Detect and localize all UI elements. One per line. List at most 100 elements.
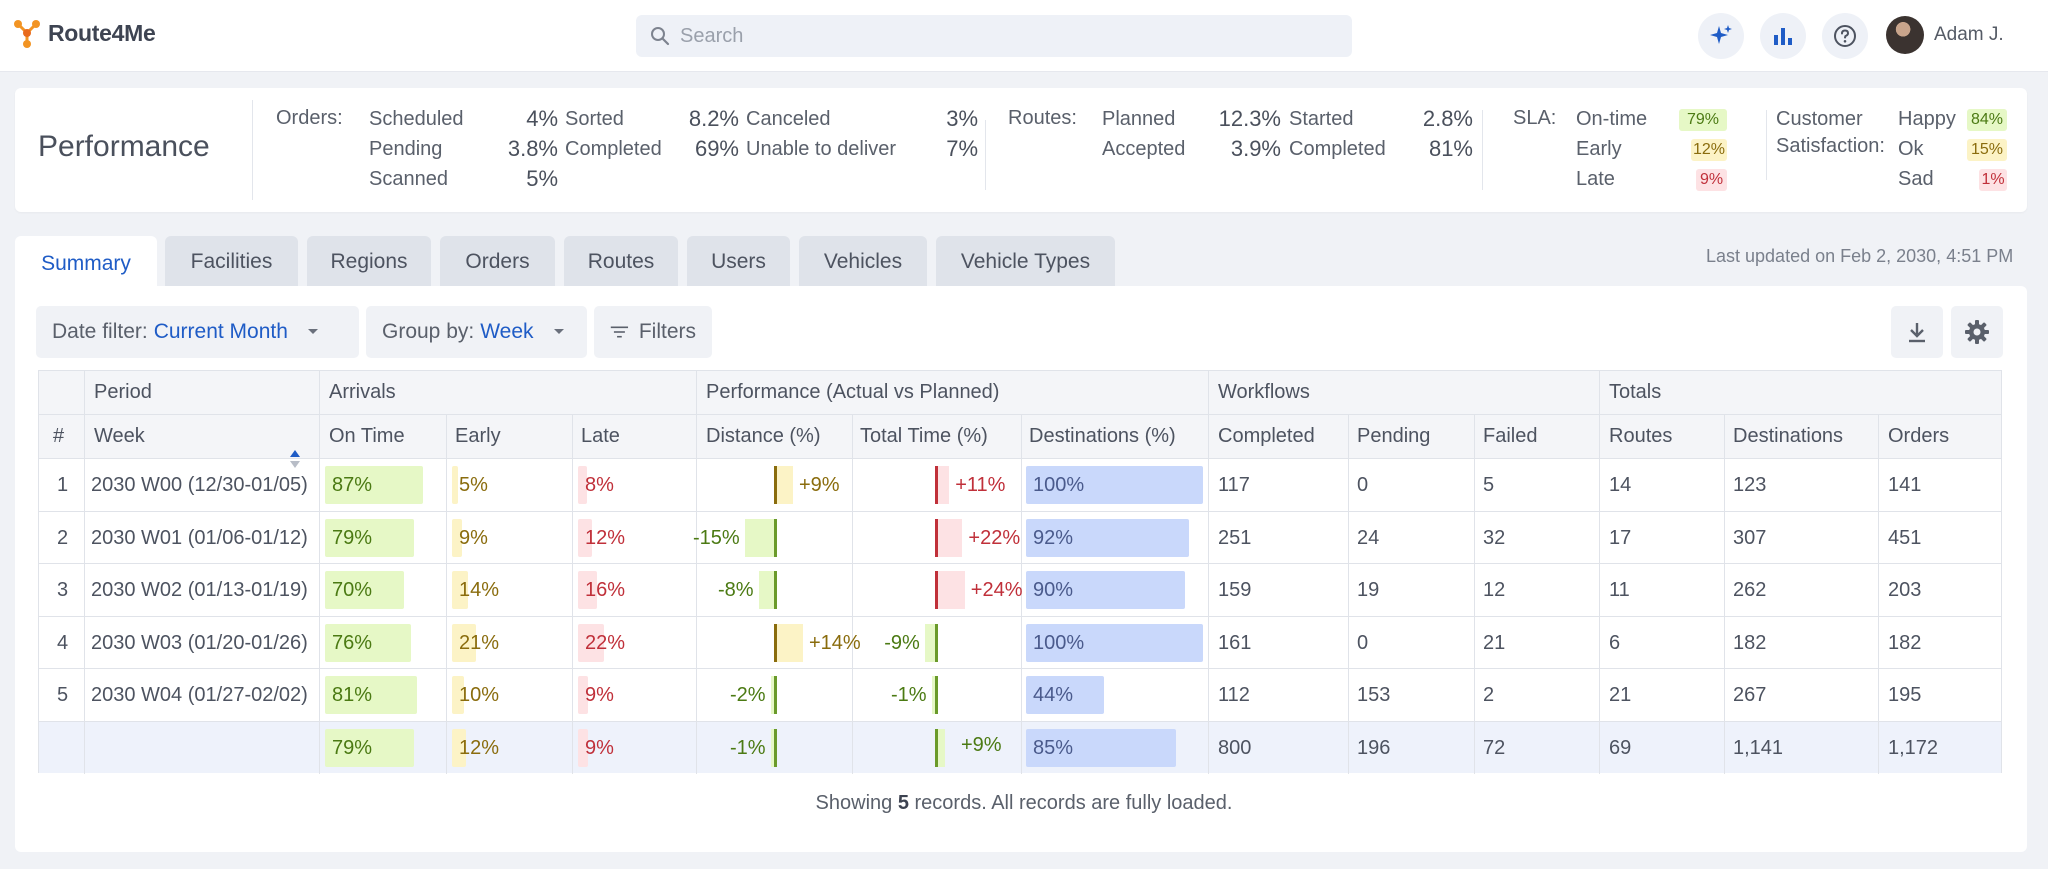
date-filter-dropdown[interactable]: Date filter: Current Month (36, 306, 359, 358)
analytics-button[interactable] (1760, 13, 1806, 59)
row-total-time-value: +11% (955, 474, 1006, 496)
column-header-destinations[interactable]: Destinations (1733, 425, 1844, 447)
top-bar: Route4Me Adam J. (0, 0, 2048, 72)
totals-late-bar (578, 729, 589, 767)
footer-prefix: Showing (815, 792, 893, 814)
avatar (1886, 16, 1924, 54)
row-total-time-value: +24% (970, 579, 1023, 601)
row-pending: 0 (1357, 474, 1369, 496)
orders-scheduled-value: 4% (526, 106, 558, 131)
column-divider (1208, 371, 1209, 774)
app-name: Route4Me (48, 19, 156, 46)
row-destinations-pct-value: 100% (1033, 474, 1085, 496)
tab-vehicle-types[interactable]: Vehicle Types (936, 236, 1115, 288)
row-destinations-pct-value: 90% (1033, 579, 1074, 601)
row-routes: 17 (1609, 527, 1632, 549)
satisfaction-happy-badge: 84% (1967, 109, 2007, 131)
row-total-time-axis (935, 676, 938, 714)
row-destinations-pct-value: 100% (1033, 632, 1085, 654)
totals-on-time-bar (325, 729, 415, 767)
chevron-down-icon (307, 329, 318, 334)
filters-button[interactable]: Filters (594, 306, 712, 358)
footer-suffix: records. All records are fully loaded. (914, 792, 1233, 814)
row-completed: 161 (1218, 632, 1252, 654)
row-late-value: 22% (585, 632, 626, 654)
row-pending: 0 (1357, 632, 1369, 654)
column-header-pending[interactable]: Pending (1357, 425, 1431, 447)
row-divider (39, 668, 2001, 669)
row-week: 2030 W00 (12/30-01/05) (91, 474, 308, 496)
sla-ontime-label: On-time (1576, 108, 1648, 130)
row-distance-value: -15% (693, 527, 740, 549)
row-destinations-pct-value: 44% (1033, 684, 1074, 706)
row-total-time-bar (925, 624, 936, 662)
search-bar[interactable] (636, 15, 1352, 57)
user-menu[interactable]: Adam J. (1886, 16, 2004, 54)
settings-button[interactable] (1951, 306, 2003, 358)
routes-planned-label: Planned (1102, 108, 1176, 130)
tab-facilities[interactable]: Facilities (165, 236, 298, 288)
tab-summary[interactable]: Summary (15, 236, 157, 291)
row-destinations: 123 (1733, 474, 1767, 496)
ai-assistant-button[interactable] (1698, 13, 1744, 59)
row-failed: 5 (1483, 474, 1495, 496)
sort-indicator-icon[interactable] (288, 448, 302, 470)
orders-unable-label: Unable to deliver (746, 138, 897, 160)
column-header-completed[interactable]: Completed (1218, 425, 1315, 447)
row-index: 1 (57, 474, 69, 496)
tab-regions[interactable]: Regions (307, 236, 431, 288)
divider (1482, 110, 1483, 190)
column-header-orders[interactable]: Orders (1888, 425, 1950, 447)
sla-early-badge: 12% (1691, 139, 1727, 161)
column-header-early[interactable]: Early (455, 425, 501, 447)
row-early-bar (452, 624, 477, 662)
download-icon (1909, 323, 1925, 343)
orders-scanned-label: Scanned (369, 168, 448, 190)
row-orders: 195 (1888, 684, 1922, 706)
column-header-failed[interactable]: Failed (1483, 425, 1538, 447)
row-divider (39, 721, 2001, 722)
tab-vehicles[interactable]: Vehicles (799, 236, 927, 288)
filters-label: Filters (638, 320, 696, 343)
search-input[interactable] (680, 24, 1320, 48)
column-header-distance[interactable]: Distance (%) (706, 425, 821, 447)
row-on-time-value: 81% (332, 684, 373, 706)
totals-completed: 800 (1218, 737, 1252, 759)
totals-destinations-pct-value: 85% (1033, 737, 1074, 759)
row-completed: 112 (1218, 684, 1250, 706)
row-routes: 14 (1609, 474, 1632, 496)
row-index: 3 (57, 579, 69, 601)
orders-label: Orders: (276, 107, 343, 129)
row-week: 2030 W02 (01/13-01/19) (91, 579, 308, 601)
tab-users[interactable]: Users (687, 236, 790, 288)
row-week: 2030 W03 (01/20-01/26) (91, 632, 308, 654)
satisfaction-happy-label: Happy (1898, 108, 1956, 130)
row-early-value: 5% (459, 474, 488, 496)
divider (252, 100, 253, 200)
column-header-week[interactable]: Week (94, 425, 145, 447)
orders-completed-label: Completed (565, 138, 662, 160)
group-by-dropdown[interactable]: Group by: Week (366, 306, 587, 358)
column-header-on-time[interactable]: On Time (329, 425, 405, 447)
sla-early-label: Early (1576, 138, 1622, 160)
row-on-time-bar (325, 466, 424, 504)
row-early-bar (452, 676, 464, 714)
totals-distance-value: -1% (730, 737, 766, 759)
row-pending: 24 (1357, 527, 1380, 549)
row-failed: 21 (1483, 632, 1506, 654)
help-button[interactable] (1822, 13, 1868, 59)
performance-summary-card: Performance Orders: Scheduled 4% Pending… (15, 88, 2027, 212)
download-button[interactable] (1891, 306, 1943, 358)
column-header-routes[interactable]: Routes (1609, 425, 1673, 447)
footer-count: 5 (897, 792, 909, 814)
row-total-time-value: -1% (891, 684, 927, 706)
column-header-destinations-pct[interactable]: Destinations (%) (1029, 425, 1176, 447)
group-header-period: Period (94, 381, 152, 403)
row-total-time-axis (935, 519, 938, 557)
tab-routes[interactable]: Routes (564, 236, 678, 288)
tab-orders[interactable]: Orders (440, 236, 555, 288)
column-header-total-time[interactable]: Total Time (%) (860, 425, 988, 447)
column-header-late[interactable]: Late (581, 425, 620, 447)
row-divider (39, 511, 2001, 512)
app-logo[interactable]: Route4Me (12, 18, 156, 48)
